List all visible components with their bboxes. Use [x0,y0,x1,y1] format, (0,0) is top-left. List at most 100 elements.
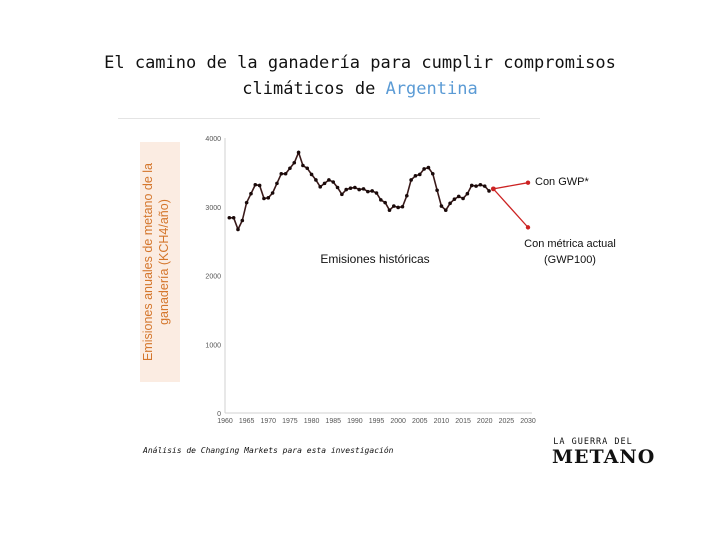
y-tick-label: 4000 [205,136,221,143]
x-tick-label: 2015 [455,418,471,425]
data-point-historical [430,171,435,176]
data-point-historical [348,186,353,190]
data-point-historical [409,178,413,182]
data-point-historical [227,215,232,220]
x-tick-label: 2000 [390,418,406,425]
y-tick-label: 1000 [205,342,221,349]
data-point-historical [266,196,271,200]
x-tick-label: 1970 [260,418,276,425]
title-divider [118,118,540,119]
data-point-historical [366,189,370,194]
data-point-historical [482,184,487,188]
data-point-historical [309,172,314,177]
y-tick-label: 3000 [205,205,221,212]
data-point-historical [331,180,336,184]
data-point-historical [301,163,305,168]
data-point-historical [335,185,340,190]
label-historical: Emisiones históricas [320,252,429,266]
data-point-historical [417,172,422,177]
data-point-historical [426,165,431,170]
data-point-historical [296,150,301,155]
data-point-historical [379,198,383,202]
x-tick-label: 2025 [499,418,515,425]
data-point-historical [361,187,366,191]
data-point-historical [275,181,279,186]
label-gwp-star: Con GWP* [535,176,590,188]
projection-origin-point [490,186,496,192]
label-gwp100-line2: (GWP100) [544,254,596,266]
x-tick-label: 2030 [520,418,536,425]
data-point-historical [422,167,426,171]
x-tick-label: 1980 [304,418,320,425]
data-point-gwp-star [525,180,531,185]
data-point-historical [456,194,461,199]
data-point-historical [439,204,444,208]
data-point-historical [314,178,318,182]
data-point-historical [262,196,266,201]
label-gwp100-line1: Con métrica actual [524,238,616,250]
data-point-historical [443,208,448,212]
data-point-historical [392,204,396,208]
series-line-gwp100 [492,188,529,228]
x-tick-label: 1995 [369,418,385,425]
y-axis-label: Emisiones anuales de metano de la ganade… [140,142,180,382]
data-point-historical [340,192,344,197]
x-tick-label: 1960 [217,418,233,425]
logo-line-1: LA GUERRA DEL [553,437,633,447]
data-point-historical [435,188,439,193]
x-tick-label: 1975 [282,418,298,425]
data-point-historical [249,191,253,196]
x-tick-label: 2020 [477,418,493,425]
data-point-historical [240,218,245,223]
data-point-historical [257,183,262,188]
title-line-2-prefix: climáticos de [242,79,386,99]
data-point-historical [461,196,465,201]
x-tick-label: 1965 [239,418,255,425]
data-point-historical [318,185,323,189]
brand-logo: LA GUERRA DEL METANO [552,437,656,468]
data-point-historical [396,205,400,210]
y-tick-label: 0 [217,411,221,418]
title-country: Argentina [385,79,478,99]
data-point-historical [465,191,470,196]
x-tick-label: 1990 [347,418,363,425]
data-point-gwp100 [525,225,531,230]
data-point-historical [383,200,387,205]
logo-line-2: METANO [552,446,656,468]
data-point-historical [370,189,374,193]
data-point-historical [288,166,292,171]
data-point-historical [405,193,409,198]
series-line-gwp-star [493,182,529,190]
data-point-historical [357,187,361,192]
data-point-historical [478,182,483,187]
data-point-historical [283,171,288,176]
x-tick-label: 2005 [412,418,428,425]
y-tick-label: 2000 [205,274,221,281]
x-tick-label: 1985 [325,418,341,425]
data-point-historical [305,166,310,171]
data-point-historical [469,183,474,188]
chart-title: El camino de la ganadería para cumplir c… [0,50,720,102]
data-point-historical [448,201,452,206]
data-point-historical [400,204,405,209]
source-note: Análisis de Changing Markets para esta i… [143,446,394,455]
title-line-1: El camino de la ganadería para cumplir c… [104,53,616,73]
title-line-2: climáticos de Argentina [0,76,720,102]
data-point-historical [322,181,327,186]
data-point-historical [292,160,297,165]
x-tick-label: 2010 [434,418,450,425]
data-point-historical [452,197,457,201]
data-point-historical [279,171,284,176]
data-point-historical [374,191,379,195]
data-point-historical [327,178,331,182]
data-point-historical [353,185,357,190]
data-point-historical [413,174,418,178]
data-point-historical [270,191,275,195]
data-point-historical [474,184,478,188]
data-point-historical [253,182,258,187]
data-point-historical [387,208,392,212]
data-point-historical [231,215,236,220]
data-point-historical [244,200,249,205]
data-point-historical [236,227,240,232]
